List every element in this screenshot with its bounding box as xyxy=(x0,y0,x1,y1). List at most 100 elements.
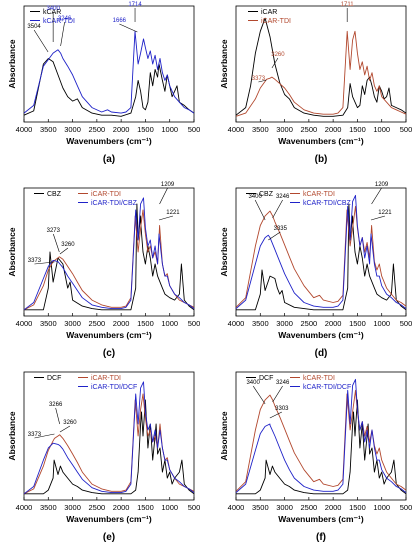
legend-label: kCAR-TDI/DCF xyxy=(303,384,351,391)
x-axis-label: Wavenumbers (cm⁻¹) xyxy=(66,330,152,340)
annotation-label: 3335 xyxy=(274,226,288,232)
x-tick-label: 500 xyxy=(188,503,201,512)
x-tick-label: 1500 xyxy=(349,319,366,328)
series-line-kcar xyxy=(23,58,195,117)
annotation-leader xyxy=(53,233,60,253)
annotation-label: 3246 xyxy=(276,194,290,200)
y-axis-label: Absorbance xyxy=(219,227,229,276)
annotation-leader xyxy=(60,21,65,47)
chart-panel-3: 4000 3500 3000 2500 2000 1500 1000 500 Wavenumbe… xyxy=(7,182,200,359)
legend-label: kCAR-TDI xyxy=(43,18,75,25)
series-line-dcf xyxy=(24,399,195,495)
x-tick-label: 3000 xyxy=(276,125,293,134)
x-axis-label: Wavenumbers (cm⁻¹) xyxy=(278,330,364,340)
x-tick-label: 3000 xyxy=(64,503,81,512)
legend-label: DCF xyxy=(259,375,273,382)
annotation-leader xyxy=(159,187,168,205)
annotation-leader xyxy=(33,29,49,53)
x-tick-label: 4000 xyxy=(16,503,33,512)
x-tick-label: 2500 xyxy=(89,503,106,512)
panel-label: (d) xyxy=(315,348,328,359)
x-tick-label: 3500 xyxy=(252,503,269,512)
x-tick-label: 1000 xyxy=(373,125,390,134)
x-tick-label: 1000 xyxy=(161,319,178,328)
x-tick-label: 2500 xyxy=(301,125,318,134)
x-tick-label: 2500 xyxy=(89,319,106,328)
x-axis-label: Wavenumbers (cm⁻¹) xyxy=(278,514,364,524)
plot-frame xyxy=(235,5,407,123)
x-tick-label: 500 xyxy=(400,125,413,134)
annotation-label: 3373 xyxy=(28,258,42,264)
series-line-icar-tdi xyxy=(23,393,195,495)
series-line-kcar-tdi-cbz xyxy=(235,194,407,309)
legend: CBZ iCAR-TDI iCAR-TDI/CBZ xyxy=(34,191,138,207)
x-tick-label: 4000 xyxy=(16,319,33,328)
legend-label: kCAR xyxy=(43,9,61,16)
series-line-icar-tdi-cbz xyxy=(23,197,195,311)
panel-label: (b) xyxy=(315,154,328,165)
series-line-icar-tdi xyxy=(235,30,407,117)
annotation-label: 1711 xyxy=(341,2,355,8)
annotation-leader xyxy=(272,199,283,219)
annotation-leader xyxy=(34,261,55,265)
annotation-label: 3400 xyxy=(46,6,60,12)
x-tick-label: 3000 xyxy=(64,319,81,328)
annotation-label: 3400 xyxy=(246,380,260,386)
series-line-kcar-tdi-dcf xyxy=(235,378,407,493)
annotation-leader xyxy=(158,215,174,221)
legend: DCF kCAR-TDI kCAR-TDI/DCF xyxy=(246,375,351,391)
legend-label: iCAR-TDI xyxy=(261,18,291,25)
annotation-label: 1221 xyxy=(166,210,180,216)
annotation-label: 3303 xyxy=(275,406,289,412)
y-axis-label: Absorbance xyxy=(7,39,17,88)
x-tick-label: 2000 xyxy=(325,319,342,328)
legend-label: CBZ xyxy=(259,191,274,198)
panel-label: (c) xyxy=(103,348,115,359)
legend-label: iCAR-TDI/CBZ xyxy=(91,200,138,207)
plot-frame xyxy=(235,371,407,501)
annotation-leader xyxy=(371,187,382,205)
plot-frame xyxy=(23,371,195,501)
x-tick-label: 4000 xyxy=(16,125,33,134)
x-tick-label: 2000 xyxy=(113,125,130,134)
annotation-leader xyxy=(272,385,283,403)
legend-label: kCAR-TDI xyxy=(303,191,335,198)
x-tick-label: 2000 xyxy=(113,503,130,512)
annotation-leader xyxy=(59,247,69,255)
plot-frame xyxy=(23,5,195,123)
annotation-leader xyxy=(370,215,386,221)
annotation-leader xyxy=(269,411,282,419)
legend: iCAR iCAR-TDI xyxy=(248,9,291,25)
panel-label: (f) xyxy=(316,532,326,543)
annotation-label: 1714 xyxy=(128,2,142,8)
chart-panel-6: 4000 3500 3000 2500 2000 1500 1000 500 Wavenumbe… xyxy=(219,371,413,543)
x-tick-label: 4000 xyxy=(228,319,245,328)
x-tick-label: 3500 xyxy=(40,319,57,328)
x-tick-label: 1500 xyxy=(137,503,154,512)
x-tick-label: 500 xyxy=(400,503,413,512)
annotation-leader xyxy=(119,23,138,33)
annotation-leader xyxy=(258,79,267,83)
annotation-label: 1221 xyxy=(378,210,392,216)
x-axis-label: Wavenumbers (cm⁻¹) xyxy=(278,136,364,146)
annotation-leader xyxy=(254,199,266,221)
annotation-leader xyxy=(55,407,60,425)
annotation-leader xyxy=(59,425,71,433)
x-tick-label: 3000 xyxy=(64,125,81,134)
legend-label: iCAR-TDI xyxy=(91,191,121,198)
x-tick-label: 1000 xyxy=(161,503,178,512)
x-axis-label: Wavenumbers (cm⁻¹) xyxy=(66,514,152,524)
chart-panel-5: 4000 3500 3000 2500 2000 1500 1000 500 Wavenumbe… xyxy=(7,371,201,543)
x-tick-label: 1000 xyxy=(161,125,178,134)
series-line-kcar-tdi xyxy=(235,389,407,492)
series-line-dcf xyxy=(236,399,407,495)
y-axis-label: Absorbance xyxy=(219,39,229,88)
annotation-label: 3246 xyxy=(276,380,290,386)
legend-label: kCAR-TDI/CBZ xyxy=(303,200,352,207)
x-tick-label: 1500 xyxy=(137,319,154,328)
y-axis-label: Absorbance xyxy=(7,227,17,276)
x-tick-label: 2000 xyxy=(113,319,130,328)
series-line-kcar-tdi xyxy=(235,205,407,308)
annotation-label: 3260 xyxy=(271,52,285,58)
